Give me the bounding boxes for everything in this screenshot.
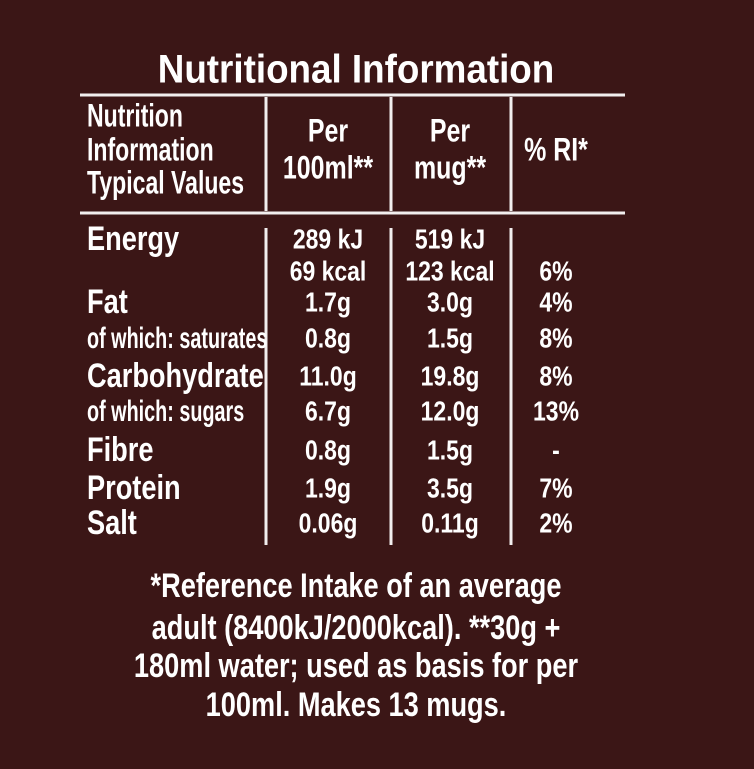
cell-value: 1.5g bbox=[427, 435, 473, 466]
cell-value: 12.0g bbox=[421, 396, 480, 427]
footnote-line: adult (8400kJ/2000kcal). **30g + bbox=[152, 608, 561, 647]
row-label: Fibre bbox=[87, 430, 153, 469]
cell-value: 1.9g bbox=[305, 473, 351, 504]
cell-value: 69 kcal bbox=[290, 256, 367, 287]
footnote-line: *Reference Intake of an average bbox=[151, 566, 562, 605]
cell-value: 4% bbox=[539, 287, 572, 318]
cell-value: 3.5g bbox=[427, 473, 473, 504]
cell-value: 13% bbox=[533, 396, 579, 427]
header-cell: mug** bbox=[414, 151, 487, 187]
row-label: Carbohydrate bbox=[87, 356, 264, 395]
cell-value: 3.0g bbox=[427, 287, 473, 318]
cell-value: 11.0g bbox=[299, 361, 356, 392]
header-cell: Per bbox=[430, 114, 470, 150]
cell-value: 6.7g bbox=[305, 396, 351, 427]
title: Nutritional Information bbox=[158, 47, 554, 92]
header-cell: Information bbox=[87, 132, 214, 168]
row-label: Salt bbox=[87, 503, 137, 542]
row-label: Fat bbox=[87, 282, 128, 321]
footnote-line: 100ml. Makes 13 mugs. bbox=[206, 685, 507, 724]
cell-value: 123 kcal bbox=[405, 256, 494, 287]
cell-value: 0.8g bbox=[305, 323, 351, 354]
header-cell: % RI* bbox=[524, 133, 589, 169]
row-label: Energy bbox=[87, 219, 179, 258]
cell-value: 519 kJ bbox=[415, 224, 485, 255]
cell-value: 19.8g bbox=[421, 361, 480, 392]
sub-row-label: of which: saturates bbox=[87, 322, 267, 355]
header-cell: Per bbox=[308, 114, 348, 150]
cell-value: 2% bbox=[539, 508, 572, 539]
cell-value: 6% bbox=[539, 256, 572, 287]
cell-value: 1.5g bbox=[427, 323, 473, 354]
cell-value: 8% bbox=[539, 361, 572, 392]
row-label: Protein bbox=[87, 468, 181, 507]
cell-value: 7% bbox=[539, 473, 572, 504]
cell-value: 0.11g bbox=[421, 508, 478, 539]
cell-value: 0.8g bbox=[305, 435, 351, 466]
header-cell: Typical Values bbox=[87, 165, 244, 201]
cell-value: 1.7g bbox=[305, 287, 351, 318]
cell-value: - bbox=[552, 435, 560, 466]
footnote-line: 180ml water; used as basis for per bbox=[134, 646, 578, 685]
cell-value: 8% bbox=[539, 323, 572, 354]
cell-value: 0.06g bbox=[299, 508, 358, 539]
header-cell: Nutrition bbox=[87, 98, 183, 134]
sub-row-label: of which: sugars bbox=[87, 395, 244, 428]
cell-value: 289 kJ bbox=[293, 224, 363, 255]
header-cell: 100ml** bbox=[283, 151, 374, 187]
